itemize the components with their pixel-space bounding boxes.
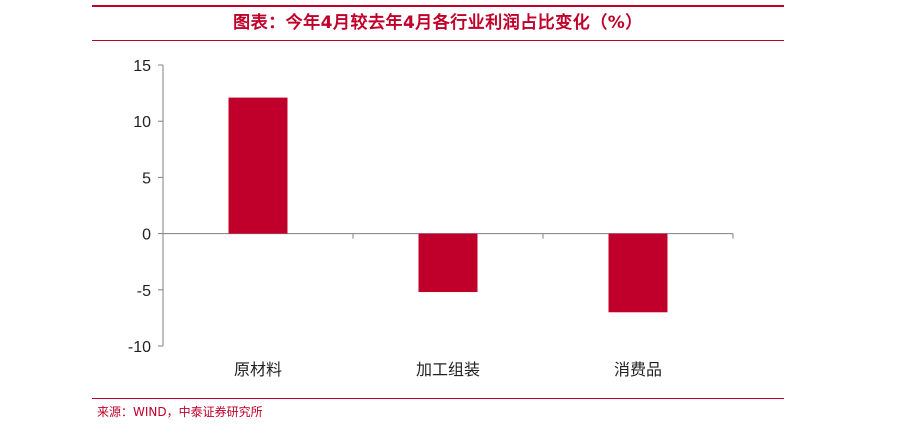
y-tick-label: -5 — [137, 283, 151, 300]
y-tick-label: 0 — [142, 227, 151, 244]
source-note: 来源：WIND，中泰证券研究所 — [97, 405, 263, 419]
chart-title: 图表：今年4月较去年4月各行业利润占比变化（%） — [233, 13, 643, 33]
x-category-label: 原材料 — [234, 360, 282, 379]
bar-1 — [228, 97, 288, 234]
x-category-label: 消费品 — [614, 360, 662, 379]
source-rule — [92, 398, 784, 399]
title-top-rule — [92, 5, 784, 7]
y-tick-label: -10 — [128, 339, 151, 356]
x-category-label: 加工组装 — [416, 360, 480, 379]
y-tick-label: 5 — [142, 170, 151, 187]
y-tick-label: 15 — [133, 58, 151, 75]
y-tick-label: 10 — [133, 114, 151, 131]
bar-3 — [608, 233, 668, 313]
bar-2 — [418, 233, 478, 293]
title-bottom-rule — [92, 40, 784, 41]
